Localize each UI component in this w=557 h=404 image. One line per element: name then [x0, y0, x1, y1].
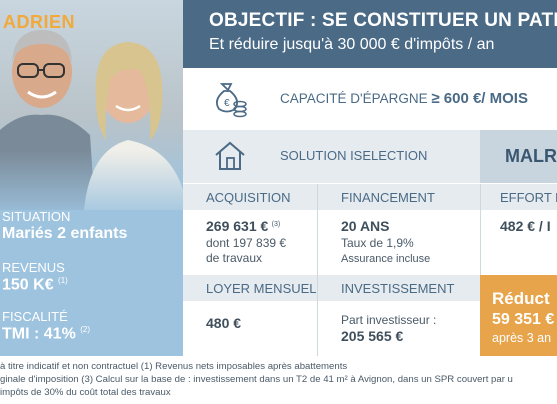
savings-capacity-row: € CAPACITÉ D'ÉPARGNE ≥ 600 €/ MOIS: [183, 68, 557, 130]
financement-header: FINANCEMENT: [318, 184, 480, 210]
revenus-label: REVENUS: [2, 260, 65, 275]
objective-header: OBJECTIF : SE CONSTITUER UN PATRI Et réd…: [183, 0, 557, 68]
acquisition-cell: 269 631 € (3) dont 197 839 € de travaux: [183, 210, 317, 274]
revenus-value: 150 K€ (1): [2, 276, 68, 294]
objective-subtitle: Et réduire jusqu'à 30 000 € d'impôts / a…: [209, 36, 495, 53]
tax-reduction-amount: 59 351 €: [492, 311, 555, 328]
situation-value: Mariés 2 enfants: [2, 225, 128, 242]
acquisition-header: ACQUISITION: [183, 184, 317, 210]
savings-capacity-value: ≥ 600 €/ MOIS: [431, 90, 528, 107]
effort-value: 482 € / I: [500, 218, 551, 234]
loyer-cell: 480 €: [183, 301, 317, 356]
investissement-header: INVESTISSEMENT: [318, 275, 480, 301]
tax-reduction-title: Réduct: [492, 289, 550, 308]
footnotes: à titre indicatif et non contractuel (1)…: [0, 360, 557, 399]
revenus-amount: 150 K€: [2, 276, 54, 294]
loyer-header: LOYER MENSUEL: [183, 275, 317, 301]
financement-insurance: Assurance incluse: [341, 252, 431, 265]
solution-row: SOLUTION ISELECTION: [183, 130, 480, 183]
footnote-line: impôts de 30% du coût total des travaux: [0, 387, 171, 398]
photo-fade: [0, 150, 183, 220]
svg-text:€: €: [224, 98, 230, 109]
column-divider: [317, 184, 318, 356]
footnote-line: ginale d'imposition (3) Calcul sur la ba…: [0, 374, 513, 385]
footnote-line: à titre indicatif et non contractuel (1)…: [0, 361, 348, 372]
objective-title: OBJECTIF : SE CONSTITUER UN PATRI: [209, 10, 557, 31]
fiscalite-footnote-ref: (2): [80, 325, 91, 334]
fiscalite-value: TMI : 41% (2): [2, 325, 90, 343]
product-name: MALR: [505, 146, 557, 166]
column-divider: [480, 184, 481, 275]
acquisition-footnote-ref: (3): [271, 221, 281, 228]
investissement-value: 205 565 €: [341, 328, 404, 344]
situation-label: SITUATION: [2, 209, 71, 224]
acquisition-value: 269 631 €: [206, 218, 269, 234]
revenus-footnote-ref: (1): [58, 276, 68, 285]
savings-capacity-text: CAPACITÉ D'ÉPARGNE ≥ 600 €/ MOIS: [280, 90, 528, 107]
tax-reduction-box: Réduct 59 351 € après 3 an: [480, 275, 557, 356]
tax-reduction-period: après 3 an: [492, 331, 552, 345]
profile-panel: ADRIEN SITUATION Mariés 2 enfants REVENU…: [0, 0, 183, 356]
savings-capacity-label: CAPACITÉ D'ÉPARGNE: [280, 91, 428, 106]
solution-label: SOLUTION ISELECTION: [280, 148, 428, 163]
financement-rate: Taux de 1,9%: [341, 235, 414, 250]
effort-cell: 482 € / I: [481, 210, 557, 274]
acquisition-works-suffix: de travaux: [206, 250, 263, 265]
acquisition-works: dont 197 839 €: [206, 235, 287, 250]
money-bag-coins-icon: €: [215, 83, 247, 118]
financement-cell: 20 ANS Taux de 1,9% Assurance incluse: [318, 210, 480, 274]
fiscalite-label: FISCALITÉ: [2, 309, 68, 324]
investissement-cell: Part investisseur : 205 565 €: [318, 301, 480, 356]
financement-duration: 20 ANS: [341, 218, 390, 234]
client-name: ADRIEN: [3, 12, 76, 32]
loyer-value: 480 €: [206, 315, 242, 331]
investissement-label: Part investisseur :: [341, 313, 437, 327]
tmi-rate: TMI : 41%: [2, 325, 76, 343]
product-badge: MALR: [480, 130, 557, 183]
effort-header: EFFORT D: [481, 184, 557, 210]
house-icon: [215, 141, 245, 170]
